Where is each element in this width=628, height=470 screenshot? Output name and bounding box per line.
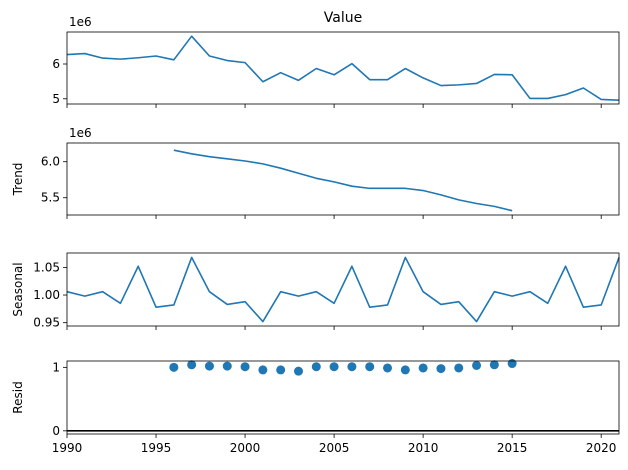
resid-point [311, 362, 321, 372]
xtick-label: 2010 [408, 441, 439, 455]
resid-point [258, 365, 268, 375]
trend-series-line [173, 149, 513, 212]
resid-point [365, 362, 375, 372]
seasonal-axes-frame [66, 252, 620, 327]
resid-axes-frame [66, 360, 620, 435]
trend-ylabel: Trend [11, 163, 25, 197]
xtick-label: 2005 [319, 441, 350, 455]
resid-point [187, 360, 197, 370]
resid-point [329, 362, 339, 372]
resid-point [383, 363, 393, 373]
chart-title: Value [324, 10, 362, 26]
observed-ytick-label: 5 [52, 92, 60, 106]
trend-axes-frame [66, 142, 620, 216]
xtick-label: 2015 [497, 441, 528, 455]
observed-ytick-label: 6 [52, 57, 60, 71]
resid-point [507, 359, 517, 369]
panel-observed: Value 1e6 5 6 [52, 10, 620, 108]
resid-ytick-label: 1 [52, 360, 60, 374]
seasonal-ytick-label: 1.05 [33, 260, 60, 274]
resid-point [400, 365, 410, 375]
resid-point [276, 365, 286, 375]
panel-trend: 1e6 Trend 5.5 6.0 [11, 126, 620, 219]
trend-ytick-label: 6.0 [41, 155, 60, 169]
seasonal-ytick-label: 0.95 [33, 316, 60, 330]
resid-point [222, 361, 232, 371]
resid-point [169, 362, 179, 372]
xtick-label: 2020 [586, 441, 617, 455]
panel-resid: Resid 0 1 1990 1995 2000 2005 2010 2015 2020 [11, 359, 620, 455]
xtick-label: 2000 [230, 441, 261, 455]
trend-ytick-label: 5.5 [41, 191, 60, 205]
resid-point [347, 362, 357, 372]
xtick-label: 1990 [52, 441, 83, 455]
resid-point [454, 363, 464, 373]
observed-offset-label: 1e6 [69, 15, 92, 29]
panel-seasonal: Seasonal 0.95 1.00 1.05 [11, 252, 620, 330]
resid-point [418, 363, 428, 373]
resid-point [204, 361, 214, 371]
resid-point [293, 366, 303, 376]
resid-ylabel: Resid [11, 381, 25, 413]
resid-point [489, 360, 499, 370]
seasonal-ytick-label: 1.00 [33, 288, 60, 302]
resid-ytick-label: 0 [52, 424, 60, 438]
seasonal-ylabel: Seasonal [11, 262, 25, 316]
trend-offset-label: 1e6 [69, 126, 92, 140]
observed-axes-frame [66, 31, 620, 105]
observed-series-line [66, 35, 620, 101]
resid-point [436, 364, 446, 374]
resid-point [472, 360, 482, 370]
seasonal-series-line [66, 256, 620, 323]
resid-point [240, 362, 250, 372]
xtick-label: 1995 [141, 441, 172, 455]
